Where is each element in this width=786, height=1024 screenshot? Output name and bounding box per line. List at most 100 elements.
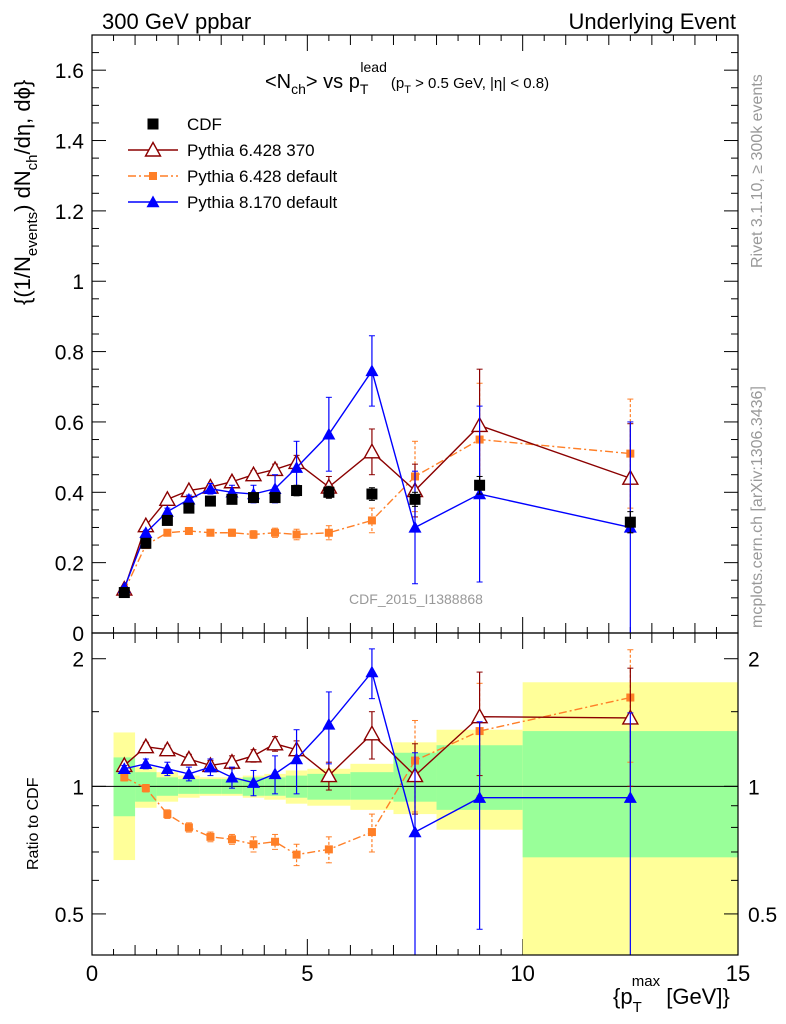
ylabel-sub-events: events [24,212,41,256]
main-panel: 0 0.2 0.4 0.6 0.8 1 1.2 1.4 1.6 [55,34,739,955]
ratio-point-p6_370 [470,707,489,724]
plot-title-main: <N [265,71,291,93]
x-tick-label-0: 0 [86,961,98,986]
ratio-point-p6_default [227,835,236,844]
ratio-point-p6_default [163,810,172,819]
main-series-p6_370 [115,368,640,596]
main-point-cdf [161,514,173,526]
ratio-line-p6_default [123,696,631,856]
ratio-point-p8 [203,760,217,773]
main-point-cdf [409,493,421,505]
main-point-p6_default [163,528,172,537]
ratio-point-p6_default [184,823,193,832]
main-point-p8 [203,482,217,494]
legend-marker-p8 [146,195,160,208]
x-axis-label: {pTmax [GeV]} [613,973,730,1016]
xlabel-part-a: {p [613,984,633,1009]
xlabel-part-b: [GeV]} [660,984,730,1009]
ratio-panel-frame [91,632,739,956]
ylabel-sub-ch: ch [24,154,41,170]
ratio-point-p8 [365,665,379,678]
main-ytick-label-0: 0 [72,623,84,646]
main-point-cdf [248,492,259,504]
ratio-ytick-label-left-0: 0.5 [55,904,84,927]
main-point-cdf [624,516,636,528]
main-point-cdf [291,485,303,497]
ratio-point-p8 [623,791,637,803]
main-point-cdf [118,587,130,599]
ratio-ytick-label-right-2: 2 [748,649,760,672]
main-point-p8 [290,461,304,473]
ratio-point-p8 [160,762,174,774]
main-ytick-label-5: 1 [72,271,84,294]
ratio-point-p6_default [206,832,215,841]
ratio-point-p6_370 [266,734,284,751]
ratio-point-p6_370 [363,724,381,741]
ratio-series-p8 [117,648,637,955]
main-ytick-label-4: 0.8 [55,342,84,365]
main-point-p8 [322,427,336,440]
main-line-p6_default [123,438,631,592]
main-series [115,335,640,633]
legend-marker-p6_default [149,172,157,180]
ratio-point-p8 [268,767,282,780]
ratio-point-p8 [473,791,487,803]
legend-marker-p6_370 [144,141,162,157]
main-point-p6_default [271,528,280,537]
ratio-point-p6_370 [320,766,338,783]
ratio-point-p8 [322,717,336,730]
plot-title: <Nch> vs pTlead(pT > 0.5 GeV, |η| < 0.8) [265,59,549,97]
ratio-panel: 0.5 0.5 1 1 2 2 [55,632,777,956]
main-line-p6_370 [123,424,631,590]
main-point-p6_default [324,528,333,537]
ratio-point-p6_default [141,784,150,793]
ratio-point-p6_default [367,828,376,837]
main-point-p6_default [206,528,215,537]
main-point-p8 [268,482,282,494]
legend-label-p6_default: Pythia 6.428 default [187,167,338,186]
x-tick-label-1: 5 [301,961,313,986]
plot-title-sup-lead: lead [360,59,386,75]
plot-title-sub-ch: ch [291,81,306,97]
ratio-point-p6_default [271,837,280,846]
ylabel-part-c: /dη, dϕ} [10,80,35,155]
main-point-cdf [226,493,238,505]
x-tick-labels: 0 5 10 15 [86,961,750,986]
ratio-point-p8 [117,762,131,774]
ratio-point-p6_default [324,845,333,854]
main-point-p8 [408,520,422,533]
ratio-ticks: 0.5 0.5 1 1 2 2 [55,649,777,927]
legend-label-cdf: CDF [187,115,222,134]
main-point-p8 [139,526,153,538]
plot-title-cut-sub: T [404,84,411,96]
ratio-point-p8 [290,752,304,765]
ylabel-part-a: {(1/N [10,256,35,305]
ratio-ytick-label-left-2: 2 [72,649,84,672]
main-point-p6_default [227,528,236,537]
main-point-p6_default [292,530,301,539]
main-point-cdf [323,486,335,498]
main-point-cdf [474,479,486,491]
ratio-point-p6_370 [158,740,177,757]
ratio-point-p8 [247,776,260,788]
main-point-p6_default [184,526,193,535]
ratio-point-p8 [139,757,153,770]
main-ytick-label-7: 1.4 [55,131,85,154]
main-point-cdf [183,502,195,514]
header-right: Underlying Event [568,9,736,34]
ratio-series [115,648,640,955]
legend-label-p8: Pythia 8.170 default [187,193,338,212]
analysis-watermark: CDF_2015_I1388868 [349,591,483,607]
plot-title-cut-rest: > 0.5 GeV, |η| < 0.8) [411,75,549,92]
main-series-p8 [117,335,637,633]
y-axis-label: {(1/Nevents) dNch/dη, dϕ} [10,80,41,305]
main-line-p8 [123,369,631,589]
ratio-point-p6_default [292,850,301,859]
header-left: 300 GeV ppbar [102,9,251,34]
main-point-p6_default [367,516,376,525]
ylabel-part-b: ) dN [10,170,35,212]
ratio-ytick-label-right-1: 1 [748,776,760,799]
main-ytick-label-1: 0.2 [55,553,84,576]
ratio-point-p6_370 [244,746,263,763]
